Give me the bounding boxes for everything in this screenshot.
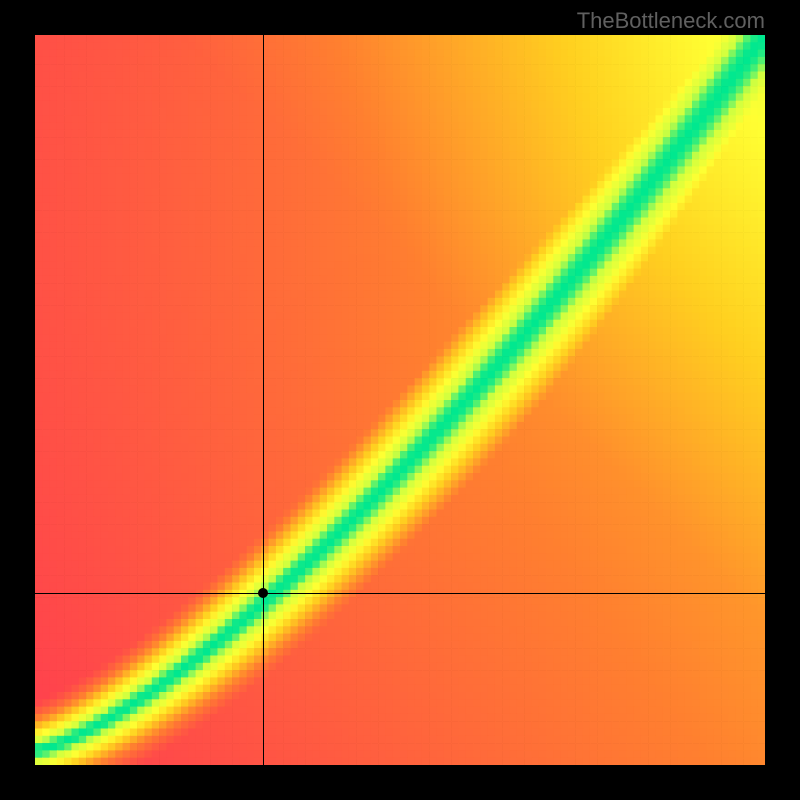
heatmap-plot	[35, 35, 765, 765]
crosshair-horizontal	[35, 593, 765, 594]
watermark-text: TheBottleneck.com	[577, 8, 765, 34]
selected-point	[258, 588, 268, 598]
heatmap-canvas	[35, 35, 765, 765]
crosshair-vertical	[263, 35, 264, 765]
